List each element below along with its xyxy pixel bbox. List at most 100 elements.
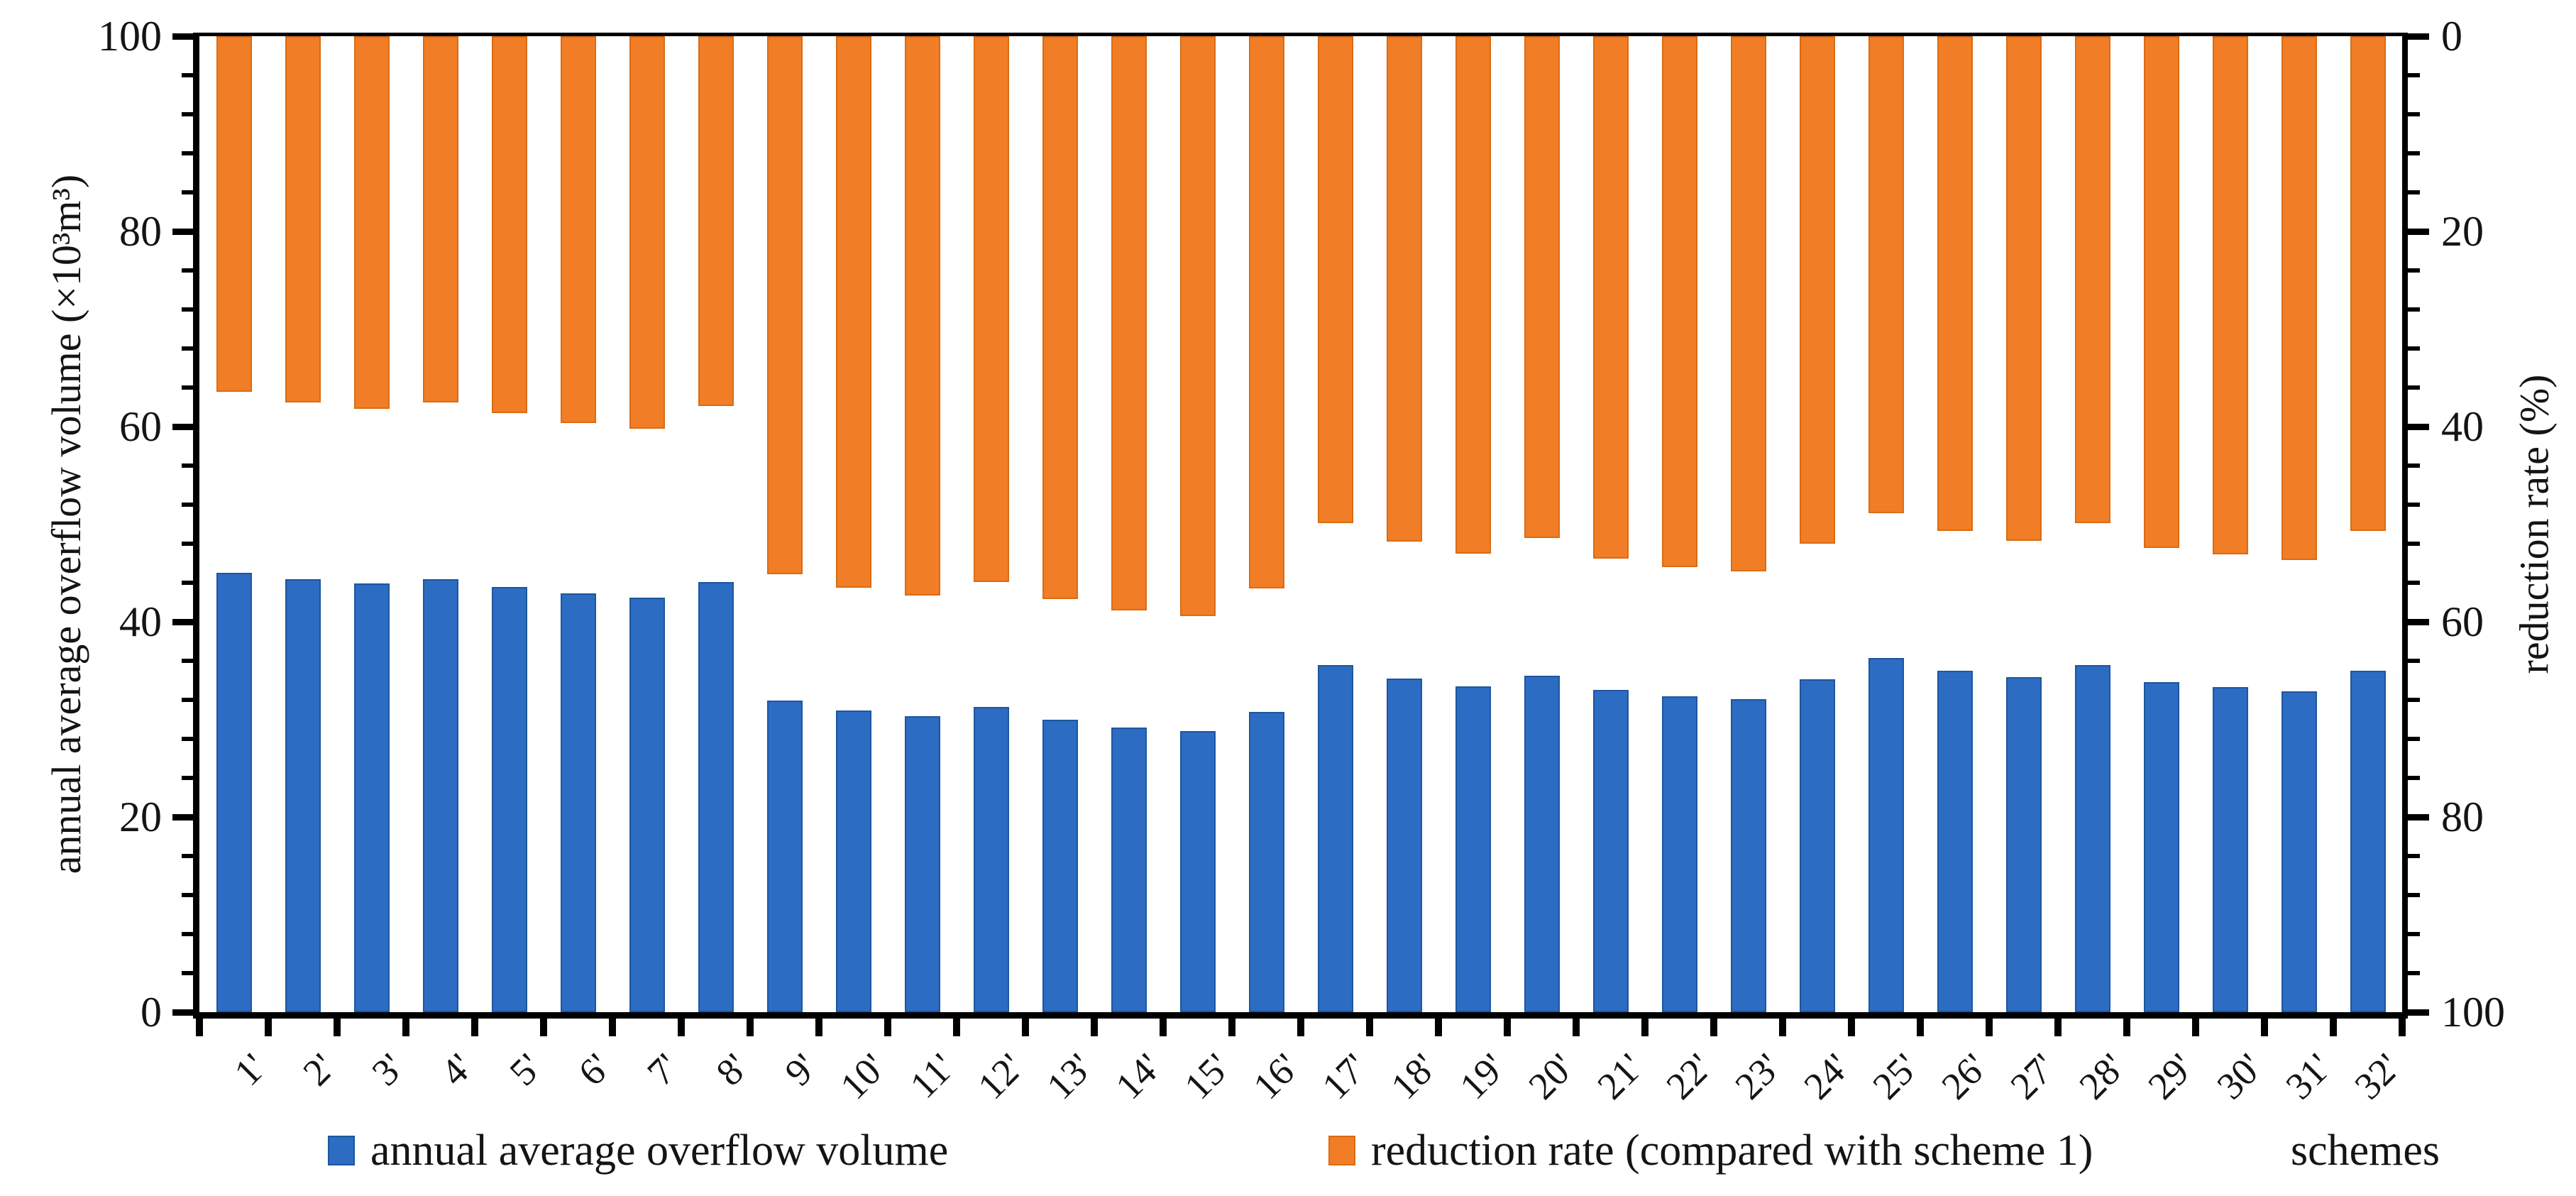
x-axis-title: schemes bbox=[2291, 1126, 2440, 1175]
left-axis-minor-tick bbox=[182, 581, 199, 585]
right-axis-title: reduction rate (%) bbox=[2492, 36, 2576, 1012]
bar-volume-11' bbox=[904, 716, 940, 1012]
x-axis-tick bbox=[2261, 1012, 2268, 1036]
bar-reduction-21' bbox=[1592, 36, 1629, 559]
bar-volume-9' bbox=[766, 701, 803, 1012]
left-axis-minor-tick bbox=[182, 346, 199, 351]
right-axis-tick-label: 60 bbox=[2441, 598, 2484, 645]
bar-volume-10' bbox=[835, 711, 871, 1012]
bar-reduction-9' bbox=[766, 36, 803, 574]
right-axis-minor-tick bbox=[2402, 893, 2420, 897]
bar-volume-32' bbox=[2350, 670, 2386, 1012]
x-category-label: 31' bbox=[2277, 1045, 2340, 1108]
bar-reduction-19' bbox=[1455, 36, 1491, 554]
left-axis-minor-tick bbox=[182, 659, 199, 663]
x-axis-tick bbox=[1435, 1012, 1442, 1036]
left-axis-tick-label: 80 bbox=[119, 208, 162, 255]
bar-reduction-13' bbox=[1042, 36, 1078, 600]
x-category-label: 26' bbox=[1933, 1045, 1996, 1108]
bar-volume-22' bbox=[1661, 696, 1697, 1012]
x-axis-tick bbox=[1091, 1012, 1098, 1036]
x-category-label: 15' bbox=[1176, 1045, 1238, 1108]
x-axis-tick bbox=[1504, 1012, 1511, 1036]
right-axis-minor-tick bbox=[2402, 971, 2420, 975]
x-axis-tick bbox=[2330, 1012, 2337, 1036]
bar-reduction-1' bbox=[216, 36, 252, 392]
right-axis-minor-tick bbox=[2402, 581, 2420, 585]
x-axis-tick bbox=[678, 1012, 685, 1036]
bar-reduction-12' bbox=[973, 36, 1009, 582]
right-axis-tick-label: 100 bbox=[2441, 989, 2505, 1036]
x-axis-tick bbox=[1160, 1012, 1167, 1036]
right-axis-minor-tick bbox=[2402, 112, 2420, 116]
legend-swatch-volume bbox=[328, 1136, 355, 1165]
bar-volume-27' bbox=[2005, 677, 2042, 1012]
bar-volume-23' bbox=[1730, 698, 1766, 1012]
x-category-label: 22' bbox=[1658, 1045, 1720, 1108]
right-axis-minor-tick bbox=[2402, 932, 2420, 936]
right-axis-minor-tick bbox=[2402, 463, 2420, 468]
left-axis-major-tick bbox=[172, 423, 199, 430]
x-category-label: 8' bbox=[708, 1045, 756, 1094]
x-axis-tick bbox=[1917, 1012, 1924, 1036]
bar-volume-18' bbox=[1386, 678, 1422, 1012]
x-axis-tick bbox=[471, 1012, 478, 1036]
x-category-label: 24' bbox=[1795, 1045, 1858, 1108]
bar-volume-13' bbox=[1042, 719, 1078, 1012]
x-category-label: 9' bbox=[776, 1045, 825, 1094]
x-axis-tick bbox=[196, 1012, 203, 1036]
bar-volume-28' bbox=[2074, 664, 2110, 1012]
right-axis-major-tick bbox=[2402, 423, 2429, 430]
left-axis-minor-tick bbox=[182, 698, 199, 702]
bar-reduction-5' bbox=[491, 36, 527, 413]
left-axis-title: annual average overflow volume (×10³m³) bbox=[10, 36, 123, 1012]
x-category-label: 2' bbox=[295, 1045, 343, 1094]
bar-volume-12' bbox=[973, 706, 1009, 1012]
bar-volume-4' bbox=[422, 578, 458, 1012]
x-axis-tick bbox=[2192, 1012, 2199, 1036]
left-axis-tick-label: 40 bbox=[119, 598, 162, 645]
x-axis-tick bbox=[540, 1012, 547, 1036]
bar-volume-21' bbox=[1592, 690, 1629, 1012]
x-axis-tick bbox=[1022, 1012, 1029, 1036]
left-axis-minor-tick bbox=[182, 737, 199, 741]
left-axis-major-tick bbox=[172, 618, 199, 625]
x-category-label: 18' bbox=[1382, 1045, 1445, 1108]
x-axis-tick bbox=[1573, 1012, 1580, 1036]
bar-volume-20' bbox=[1524, 675, 1560, 1012]
right-axis-minor-tick bbox=[2402, 307, 2420, 312]
x-category-label: 11' bbox=[901, 1045, 963, 1107]
left-axis-minor-tick bbox=[182, 190, 199, 194]
right-axis-tick-label: 80 bbox=[2441, 794, 2484, 840]
bar-reduction-28' bbox=[2074, 36, 2110, 524]
right-axis-tick-label: 0 bbox=[2441, 13, 2462, 60]
bar-reduction-31' bbox=[2281, 36, 2317, 561]
right-axis-major-tick bbox=[2402, 618, 2429, 625]
x-category-label: 5' bbox=[501, 1045, 550, 1094]
left-axis-minor-tick bbox=[182, 112, 199, 116]
x-axis-tick bbox=[1297, 1012, 1304, 1036]
x-axis-tick bbox=[1710, 1012, 1717, 1036]
right-axis-minor-tick bbox=[2402, 151, 2420, 155]
x-category-label: 32' bbox=[2346, 1045, 2409, 1108]
bar-volume-1' bbox=[216, 573, 252, 1012]
right-axis-major-tick bbox=[2402, 1009, 2429, 1016]
left-axis-tick-label: 0 bbox=[141, 989, 162, 1036]
bar-volume-8' bbox=[698, 581, 734, 1012]
x-axis-tick bbox=[1779, 1012, 1786, 1036]
x-axis-tick bbox=[2399, 1012, 2406, 1036]
bar-reduction-6' bbox=[560, 36, 596, 423]
x-axis-tick bbox=[1228, 1012, 1235, 1036]
legend-item-reduction: reduction rate (compared with scheme 1) bbox=[1328, 1124, 2093, 1177]
bar-reduction-20' bbox=[1524, 36, 1560, 538]
bar-reduction-11' bbox=[904, 36, 940, 596]
x-category-label: 29' bbox=[2140, 1045, 2202, 1108]
x-axis-tick bbox=[334, 1012, 341, 1036]
bar-volume-7' bbox=[629, 597, 665, 1012]
x-category-label: 25' bbox=[1864, 1045, 1927, 1108]
x-axis-tick bbox=[747, 1012, 754, 1036]
bar-reduction-2' bbox=[285, 36, 321, 402]
bar-reduction-3' bbox=[353, 36, 390, 410]
bar-volume-5' bbox=[491, 586, 527, 1012]
x-category-label: 7' bbox=[639, 1045, 688, 1094]
